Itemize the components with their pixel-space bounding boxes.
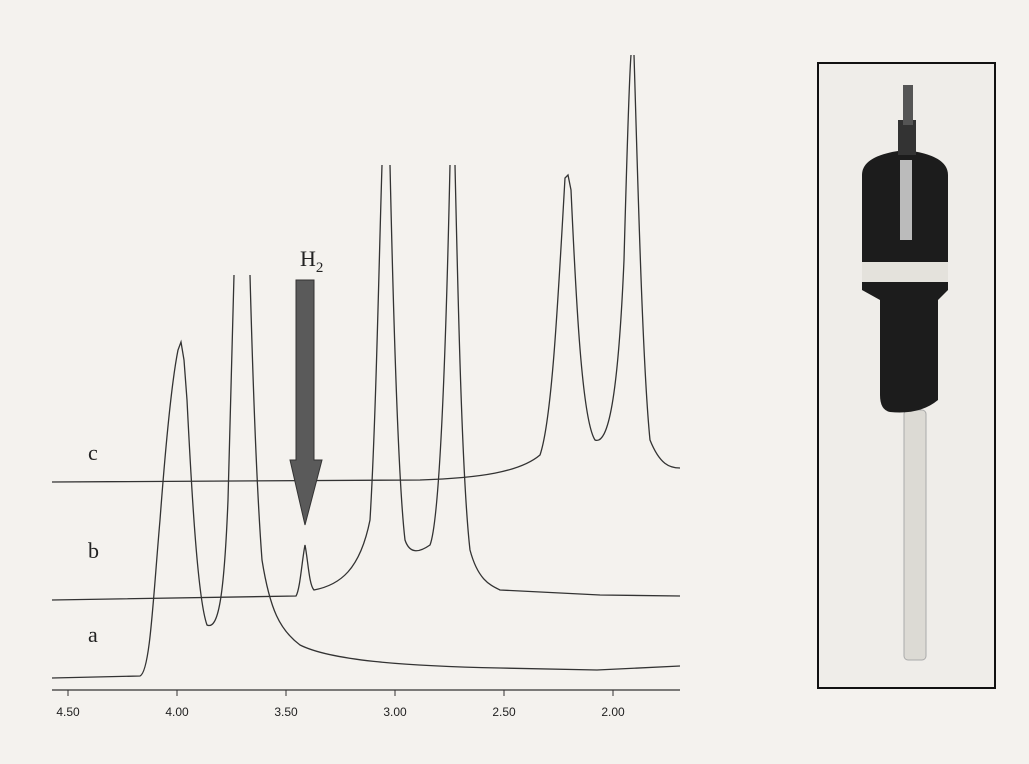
tick-label: 2.50 xyxy=(492,705,516,719)
trace-a xyxy=(51,274,681,679)
probe-highlight xyxy=(900,160,912,240)
arrow-label: H2 xyxy=(300,246,323,276)
trace-label: b xyxy=(88,538,99,563)
trace-label: a xyxy=(88,622,98,647)
arrow-label-subscript: 2 xyxy=(316,260,324,276)
arrow-label-text: H xyxy=(300,246,316,271)
h2-arrow xyxy=(289,279,323,526)
glass-tube xyxy=(903,409,927,661)
tick-group: 4.50 4.00 3.50 3.00 2.50 2.00 xyxy=(56,690,625,719)
label-band xyxy=(862,262,948,282)
tick-label: 4.00 xyxy=(165,705,189,719)
trace-label: c xyxy=(88,440,98,465)
tick-label: 3.00 xyxy=(383,705,407,719)
tick-label: 4.50 xyxy=(56,705,80,719)
connector-pin xyxy=(903,85,913,125)
trace-b xyxy=(51,164,681,601)
tick-label: 3.50 xyxy=(274,705,298,719)
trace-c xyxy=(51,54,681,483)
connector xyxy=(898,120,916,155)
tick-label: 2.00 xyxy=(601,705,625,719)
probe-photo xyxy=(862,85,948,661)
